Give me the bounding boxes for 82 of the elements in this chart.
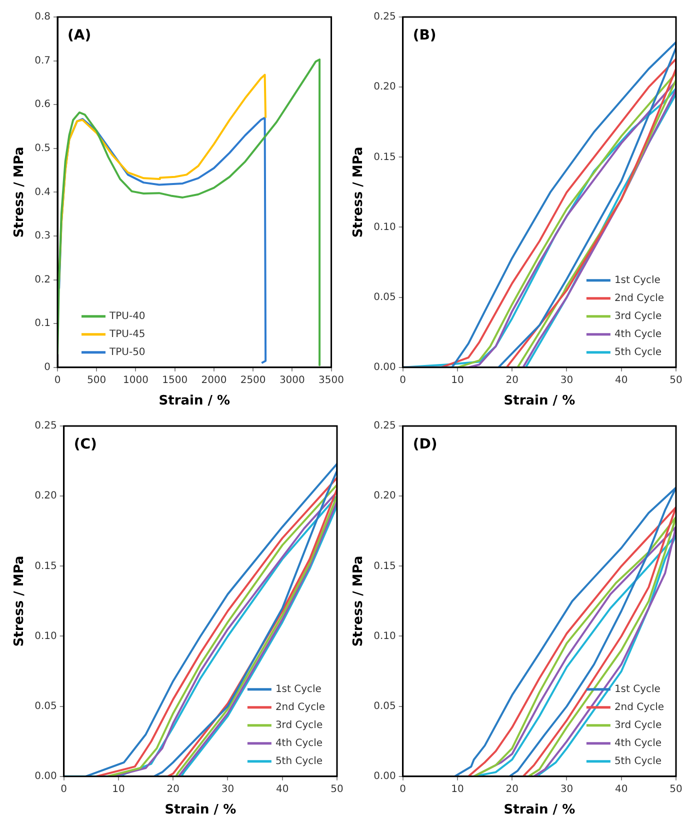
annotation: (A) (68, 28, 92, 44)
x-axis-title: Strain / % (504, 394, 576, 409)
y-tick-label: 0.00 (34, 770, 57, 782)
y-tick-label: 0.6 (34, 99, 51, 110)
x-tick-label: 1000 (122, 374, 148, 386)
x-tick-label: 30 (560, 374, 574, 386)
legend-label: 4th Cycle (614, 328, 662, 340)
legend-label: 5th Cycle (614, 756, 662, 767)
x-tick-label: 50 (670, 784, 682, 795)
legend-label: 2nd Cycle (275, 702, 326, 713)
y-tick-label: 0.7 (34, 55, 51, 66)
x-axis-title: Strain / % (504, 802, 576, 818)
y-tick-label: 0.20 (374, 82, 396, 93)
x-tick-label: 10 (451, 374, 464, 386)
legend-label: 3rd Cycle (614, 720, 662, 731)
x-tick-label: 1500 (162, 374, 188, 386)
legend-label: 1st Cycle (275, 684, 322, 695)
y-tick-label: 0.00 (374, 362, 396, 373)
legend-label: 4th Cycle (275, 738, 323, 749)
y-tick-label: 0 (44, 362, 51, 373)
y-tick-label: 0.20 (374, 490, 396, 502)
x-tick-label: 0 (400, 784, 406, 795)
legend-label: 2nd Cycle (614, 702, 664, 713)
y-tick-label: 0.25 (374, 12, 396, 23)
x-tick-label: 10 (451, 784, 464, 795)
y-tick-label: 0.5 (34, 142, 51, 154)
x-tick-label: 2000 (201, 374, 227, 386)
x-tick-label: 30 (560, 784, 574, 795)
legend-label: 1st Cycle (614, 274, 660, 286)
legend-label: 1st Cycle (614, 684, 660, 695)
y-axis-title: Stress / MPa (12, 556, 28, 647)
x-axis-title: Strain / % (158, 394, 230, 409)
y-tick-label: 0.15 (374, 560, 396, 572)
y-tick-label: 0.3 (34, 230, 51, 242)
x-tick-label: 3500 (318, 374, 344, 386)
legend-label: 3rd Cycle (614, 310, 662, 322)
x-tick-label: 2500 (240, 374, 266, 386)
y-axis-title: Stress / MPa (12, 146, 28, 238)
x-tick-label: 40 (615, 784, 628, 795)
x-tick-label: 40 (276, 784, 289, 795)
y-tick-label: 0.25 (374, 420, 396, 432)
y-axis-title: Stress / MPa (351, 556, 366, 647)
x-tick-label: 0 (60, 784, 68, 795)
legend-label: 2nd Cycle (614, 292, 664, 304)
y-axis-title: Stress / MPa (351, 146, 366, 238)
legend-label: TPU-40 (108, 310, 146, 322)
y-tick-label: 0.00 (374, 770, 396, 782)
y-tick-label: 0.15 (34, 560, 57, 572)
x-tick-label: 20 (506, 374, 518, 386)
y-tick-label: 0.10 (374, 630, 396, 642)
y-tick-label: 0.25 (34, 420, 57, 432)
x-axis-title: Strain / % (164, 802, 236, 818)
legend-label: TPU-50 (108, 346, 146, 358)
y-tick-label: 0.15 (374, 152, 396, 163)
y-tick-label: 0.05 (34, 700, 57, 712)
legend-label: 4th Cycle (614, 738, 662, 749)
x-tick-label: 20 (166, 784, 180, 795)
y-tick-label: 0.2 (34, 274, 51, 286)
legend-label: TPU-45 (108, 328, 146, 340)
legend-label: 5th Cycle (614, 346, 662, 358)
x-tick-label: 10 (112, 784, 125, 795)
annotation: (D) (412, 436, 438, 453)
legend-label: 3rd Cycle (275, 720, 323, 731)
x-tick-label: 20 (506, 784, 518, 795)
x-tick-label: 0 (400, 374, 406, 386)
annotation: (C) (74, 436, 97, 453)
x-tick-label: 3000 (279, 374, 305, 386)
y-tick-label: 0.10 (374, 222, 396, 233)
y-tick-label: 0.8 (34, 12, 51, 23)
y-tick-label: 0.1 (34, 318, 51, 330)
x-tick-label: 40 (615, 374, 628, 386)
x-tick-label: 50 (670, 374, 682, 386)
y-tick-label: 0.05 (374, 292, 396, 303)
y-tick-label: 0.05 (374, 700, 396, 712)
y-tick-label: 0.4 (34, 186, 51, 198)
y-tick-label: 0.10 (34, 630, 57, 642)
x-tick-label: 30 (221, 784, 234, 795)
annotation: (B) (412, 28, 436, 44)
legend-label: 5th Cycle (275, 756, 323, 767)
x-tick-label: 500 (87, 374, 106, 386)
x-tick-label: 50 (330, 784, 344, 795)
y-tick-label: 0.20 (34, 490, 57, 502)
